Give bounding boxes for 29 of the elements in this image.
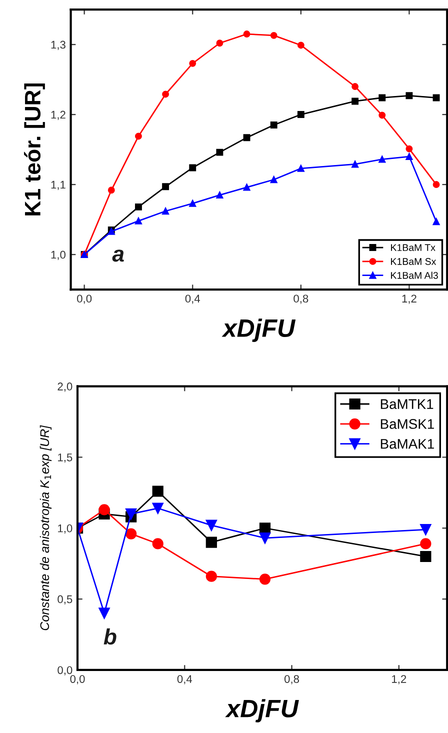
legend-label: K1BaM Al3 [391,272,438,279]
y-axis-title: K1 teór. [UR] [24,83,45,216]
x-tick-label: 1,2 [402,294,416,304]
y-tick-label: 2,0 [58,382,72,392]
x-tick-label: 0,8 [294,294,308,304]
x-tick-label: 1,2 [392,675,406,684]
x-tick-label: 0,4 [177,675,192,684]
y-tick-label: 0,0 [58,666,72,676]
x-tick-label: 0,8 [284,675,300,684]
y-tick-label: 1,3 [51,40,66,50]
annotation: b [104,628,116,645]
x-tick-label: 0,0 [77,294,92,304]
legend-label: BaMAK1 [380,439,434,449]
legend-label: K1BaM Tx [391,244,436,252]
y-tick-label: 1,5 [58,454,72,463]
annotation: a [112,250,124,262]
legend-label: BaMTK1 [380,399,434,409]
y-tick-label: 0,5 [58,595,72,604]
y-tick-label: 1,2 [51,110,66,120]
x-tick-label: 0,0 [70,675,85,684]
legend-label: BaMSK1 [380,419,434,429]
legend-label: K1BaM Sx [391,258,436,265]
x-axis-title: xDjFU [222,318,296,342]
y-tick-label: 1,1 [51,180,66,190]
x-tick-label: 0,4 [185,294,200,304]
y-tick-label: 1,0 [51,250,66,260]
y-axis-title: Constante de anisotropia K$_{1}$exp [UR] [40,425,52,630]
y-tick-label: 1,0 [58,524,72,534]
x-axis-title: xDjFU [225,699,299,722]
